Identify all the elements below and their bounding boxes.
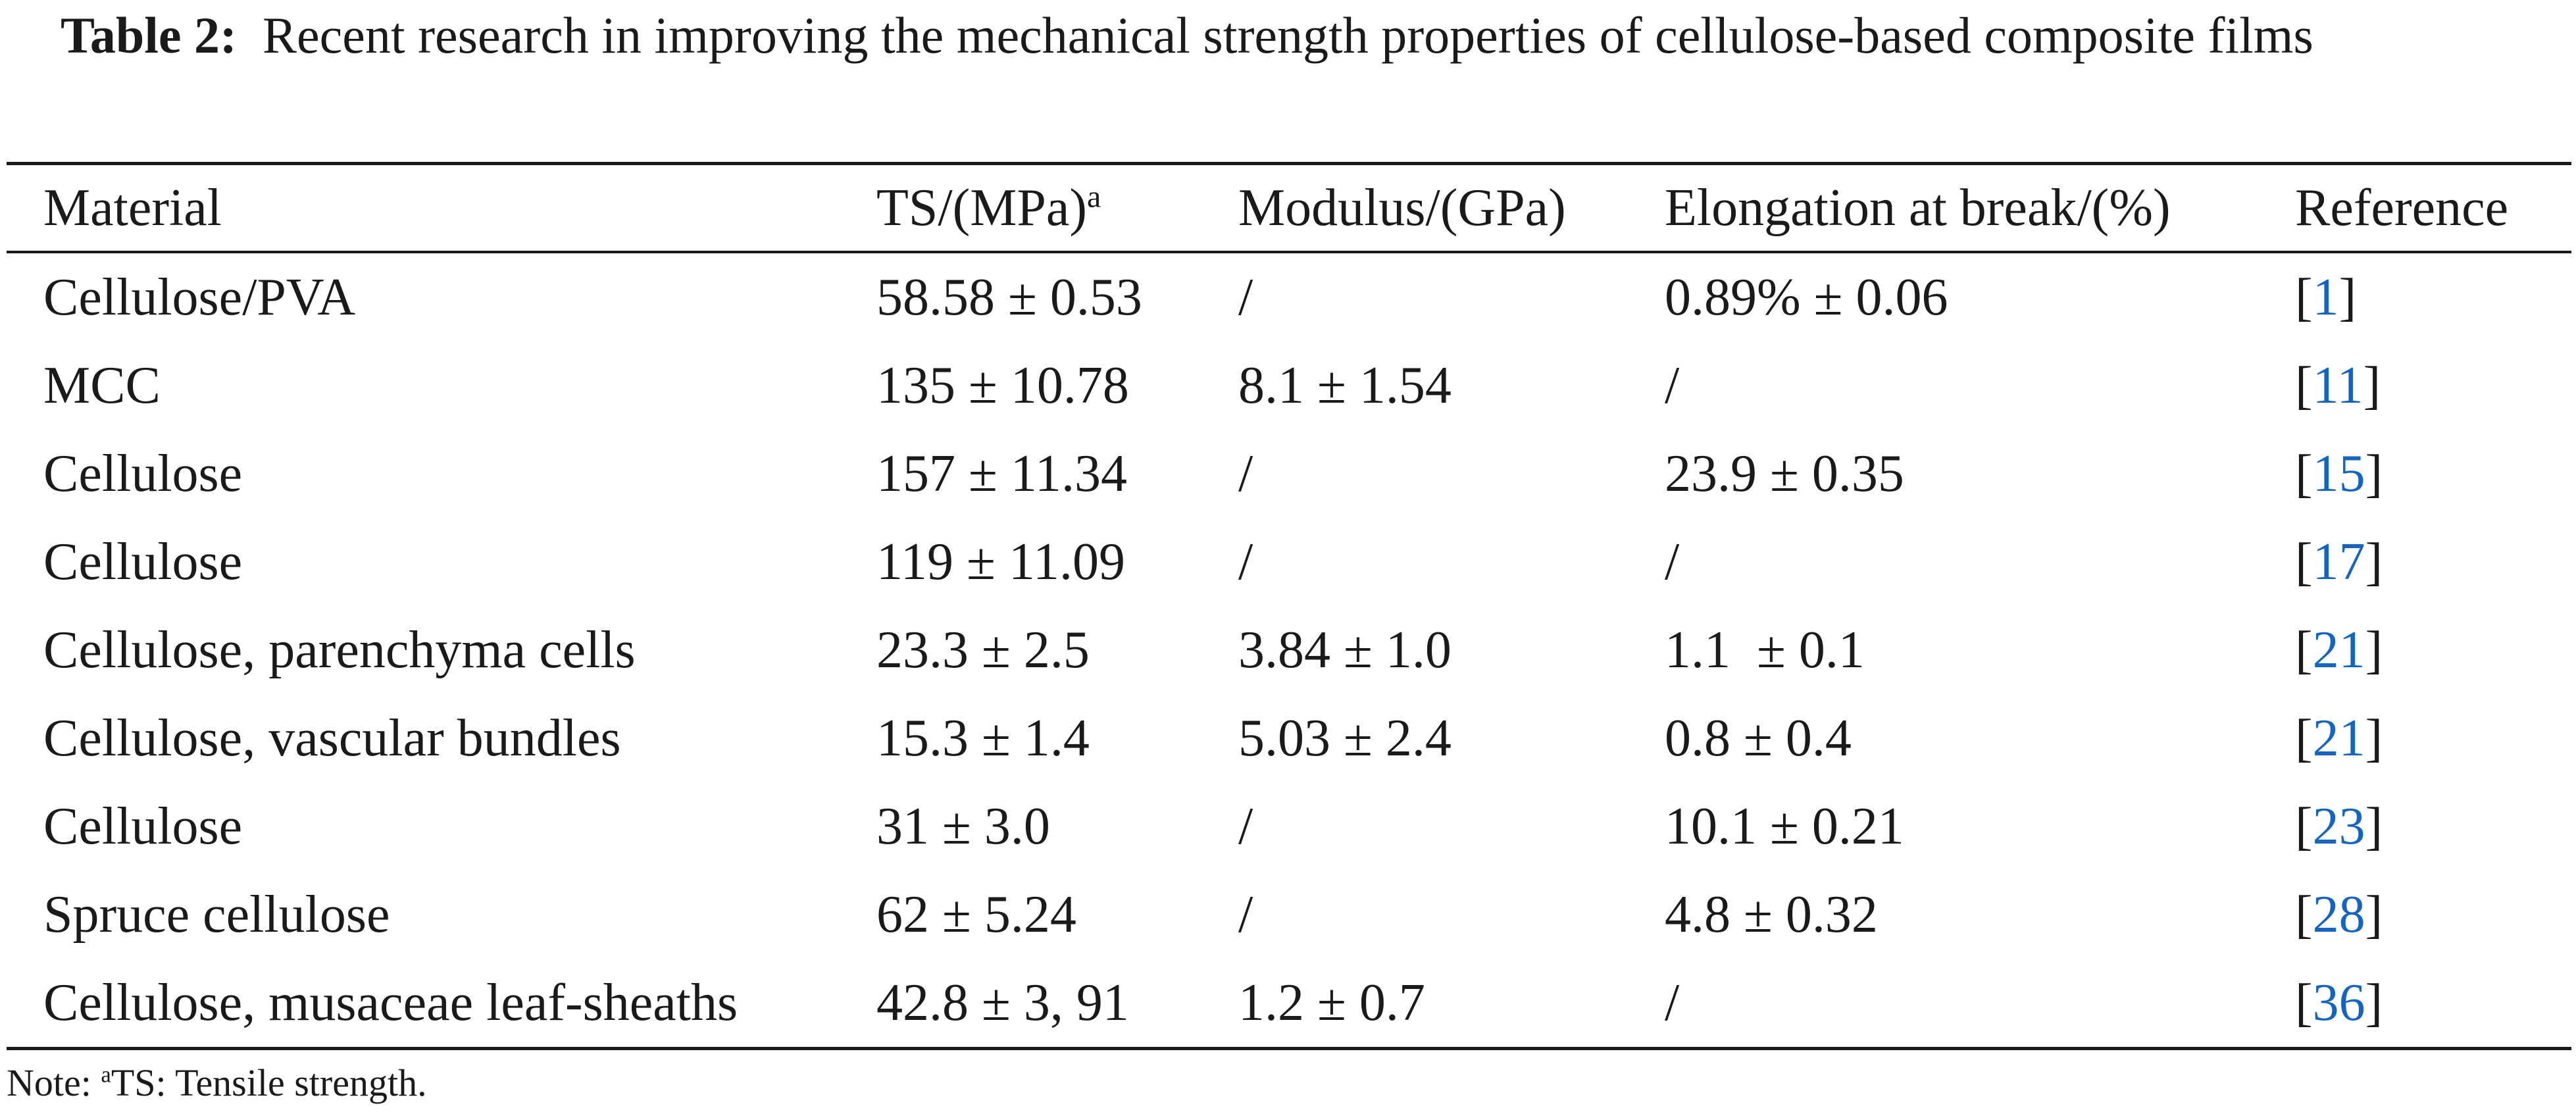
data-table: Material TS/(MPa)a Modulus/(GPa) Elongat… bbox=[7, 165, 2571, 251]
cell-ts: 135 ± 10.78 bbox=[876, 356, 1129, 415]
table-row: Cellulose, musaceae leaf-sheaths 42.8 ± … bbox=[7, 959, 2571, 1047]
reference-link[interactable]: 17 bbox=[2312, 532, 2365, 591]
cell-modulus: / bbox=[1238, 532, 1253, 591]
header-ts: TS/(MPa)a bbox=[876, 165, 1238, 251]
table-row: Cellulose/PVA 58.58 ± 0.53 / 0.89% ± 0.0… bbox=[7, 253, 2571, 342]
cell-modulus: / bbox=[1238, 444, 1253, 503]
cell-reference: [28] bbox=[2295, 885, 2383, 944]
table-row: Cellulose, parenchyma cells 23.3 ± 2.5 3… bbox=[7, 606, 2571, 694]
cell-modulus: 8.1 ± 1.54 bbox=[1238, 356, 1452, 415]
header-reference: Reference bbox=[2295, 178, 2509, 237]
cell-material: Cellulose/PVA bbox=[43, 268, 356, 326]
reference-link[interactable]: 21 bbox=[2312, 709, 2365, 767]
cell-modulus: / bbox=[1238, 885, 1253, 944]
cell-elongation: 0.89% ± 0.06 bbox=[1665, 268, 1948, 326]
header-ts-label: TS/(MPa) bbox=[876, 178, 1087, 237]
cell-material: Cellulose bbox=[43, 532, 243, 591]
table-row: Cellulose, vascular bundles 15.3 ± 1.4 5… bbox=[7, 694, 2571, 782]
cell-ts: 42.8 ± 3, 91 bbox=[876, 973, 1129, 1032]
cell-elongation: 23.9 ± 0.35 bbox=[1665, 444, 1904, 503]
caption-text: Recent research in improving the mechani… bbox=[263, 7, 2313, 64]
reference-link[interactable]: 36 bbox=[2312, 973, 2365, 1032]
cell-modulus: 5.03 ± 2.4 bbox=[1238, 709, 1452, 767]
cell-ts: 15.3 ± 1.4 bbox=[876, 709, 1090, 767]
cell-material: Spruce cellulose bbox=[43, 885, 390, 944]
cell-material: Cellulose bbox=[43, 797, 243, 855]
cell-modulus: / bbox=[1238, 797, 1253, 855]
cell-ts: 23.3 ± 2.5 bbox=[876, 620, 1090, 679]
header-elongation: Elongation at break/(%) bbox=[1665, 178, 2171, 237]
cell-elongation: / bbox=[1665, 356, 1680, 415]
data-table-container: Material TS/(MPa)a Modulus/(GPa) Elongat… bbox=[7, 162, 2571, 1050]
note-prefix: Note: bbox=[7, 1061, 101, 1104]
cell-reference: [21] bbox=[2295, 709, 2383, 767]
cell-elongation: / bbox=[1665, 532, 1680, 591]
data-table-body: Cellulose/PVA 58.58 ± 0.53 / 0.89% ± 0.0… bbox=[7, 253, 2571, 1047]
cell-reference: [36] bbox=[2295, 973, 2383, 1032]
cell-elongation: 4.8 ± 0.32 bbox=[1665, 885, 1878, 944]
cell-reference: [11] bbox=[2295, 356, 2381, 415]
cell-material: Cellulose, parenchyma cells bbox=[43, 620, 636, 679]
reference-link[interactable]: 1 bbox=[2312, 268, 2339, 326]
table-caption: Table 2: Recent research in improving th… bbox=[61, 0, 2535, 71]
table-row: Cellulose 119 ± 11.09 / / [17] bbox=[7, 518, 2571, 606]
reference-link[interactable]: 28 bbox=[2312, 885, 2365, 944]
table-row: MCC 135 ± 10.78 8.1 ± 1.54 / [11] bbox=[7, 342, 2571, 430]
reference-link[interactable]: 23 bbox=[2312, 797, 2365, 855]
cell-ts: 58.58 ± 0.53 bbox=[876, 268, 1142, 326]
header-ts-footnote-mark: a bbox=[1087, 178, 1101, 214]
cell-reference: [21] bbox=[2295, 620, 2383, 679]
cell-reference: [23] bbox=[2295, 797, 2383, 855]
cell-modulus: / bbox=[1238, 268, 1253, 326]
header-material: Material bbox=[43, 178, 222, 237]
cell-elongation: 1.1 ± 0.1 bbox=[1665, 620, 1865, 679]
table-header-rule bbox=[7, 251, 2571, 253]
cell-modulus: 3.84 ± 1.0 bbox=[1238, 620, 1452, 679]
header-row: Material TS/(MPa)a Modulus/(GPa) Elongat… bbox=[7, 165, 2571, 251]
reference-link[interactable]: 15 bbox=[2312, 444, 2365, 503]
cell-material: MCC bbox=[43, 356, 161, 415]
table-row: Cellulose 31 ± 3.0 / 10.1 ± 0.21 [23] bbox=[7, 782, 2571, 871]
note-footnote-mark: a bbox=[101, 1061, 111, 1088]
cell-material: Cellulose, musaceae leaf-sheaths bbox=[43, 973, 738, 1032]
cell-reference: [17] bbox=[2295, 532, 2383, 591]
table-row: Cellulose 157 ± 11.34 / 23.9 ± 0.35 [15] bbox=[7, 430, 2571, 518]
cell-elongation: 0.8 ± 0.4 bbox=[1665, 709, 1852, 767]
cell-ts: 157 ± 11.34 bbox=[876, 444, 1127, 503]
table-note: Note: aTS: Tensile strength. bbox=[7, 1059, 427, 1107]
cell-reference: [15] bbox=[2295, 444, 2383, 503]
cell-material: Cellulose bbox=[43, 444, 243, 503]
table-top-rule bbox=[7, 162, 2571, 165]
cell-ts: 31 ± 3.0 bbox=[876, 797, 1050, 855]
cell-modulus: 1.2 ± 0.7 bbox=[1238, 973, 1425, 1032]
table-row: Spruce cellulose 62 ± 5.24 / 4.8 ± 0.32 … bbox=[7, 871, 2571, 959]
cell-elongation: / bbox=[1665, 973, 1680, 1032]
header-modulus: Modulus/(GPa) bbox=[1238, 178, 1566, 237]
caption-label: Table 2: bbox=[61, 7, 238, 64]
cell-ts: 119 ± 11.09 bbox=[876, 532, 1125, 591]
cell-reference: [1] bbox=[2295, 268, 2357, 326]
cell-elongation: 10.1 ± 0.21 bbox=[1665, 797, 1904, 855]
note-text: TS: Tensile strength. bbox=[111, 1061, 427, 1104]
reference-link[interactable]: 11 bbox=[2312, 356, 2363, 415]
reference-link[interactable]: 21 bbox=[2312, 620, 2365, 679]
cell-material: Cellulose, vascular bundles bbox=[43, 709, 621, 767]
cell-ts: 62 ± 5.24 bbox=[876, 885, 1076, 944]
table-bottom-rule bbox=[7, 1047, 2571, 1050]
